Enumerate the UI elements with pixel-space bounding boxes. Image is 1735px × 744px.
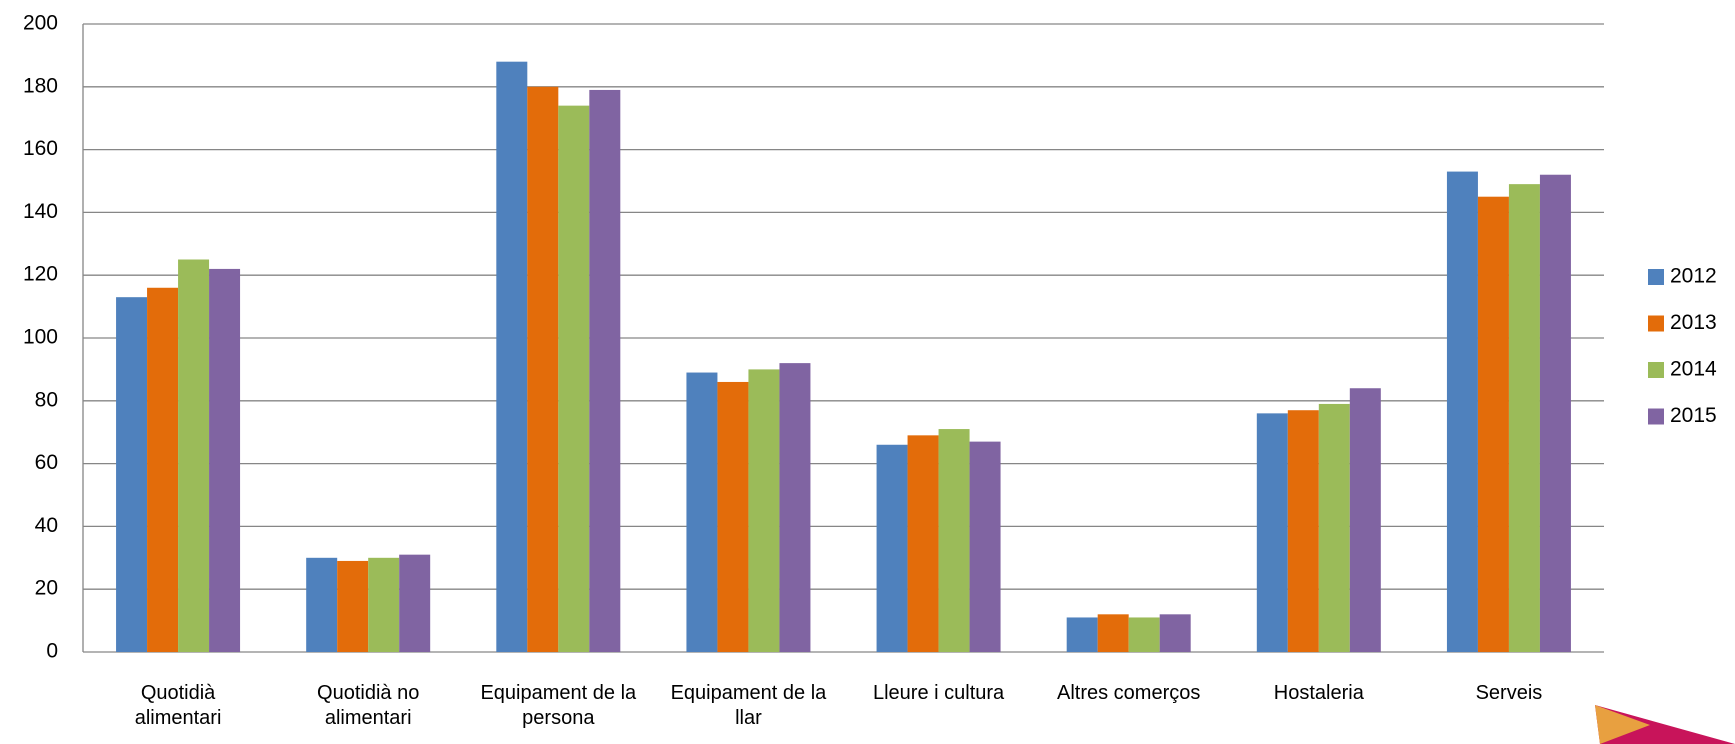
bar bbox=[969, 441, 1001, 652]
y-tick-label: 80 bbox=[35, 388, 58, 411]
bar bbox=[717, 381, 749, 652]
bar bbox=[779, 363, 811, 652]
y-tick-label: 120 bbox=[23, 263, 58, 286]
legend-label: 2012 bbox=[1670, 265, 1717, 288]
x-tick-label: Hostaleria bbox=[1273, 682, 1364, 704]
bar bbox=[876, 444, 908, 652]
bar bbox=[558, 105, 590, 652]
y-tick-label: 180 bbox=[23, 74, 58, 97]
bar bbox=[368, 557, 400, 652]
y-tick-label: 20 bbox=[35, 577, 58, 600]
y-tick-label: 140 bbox=[23, 200, 58, 223]
legend-label: 2015 bbox=[1670, 404, 1717, 427]
x-tick-label: Quotidià alimentari bbox=[134, 682, 222, 729]
decoration bbox=[1595, 705, 1650, 744]
bar bbox=[399, 554, 431, 652]
legend-swatch bbox=[1648, 362, 1664, 378]
bar bbox=[496, 61, 528, 653]
x-tick-label: Lleure i cultura bbox=[872, 682, 1005, 704]
bar bbox=[1066, 617, 1098, 652]
legend-label: 2013 bbox=[1670, 311, 1717, 334]
bar bbox=[686, 372, 718, 652]
bar bbox=[306, 557, 338, 652]
bar bbox=[1446, 171, 1478, 652]
legend-swatch bbox=[1648, 269, 1664, 285]
bar bbox=[147, 287, 179, 652]
bar bbox=[1508, 184, 1540, 652]
bar bbox=[178, 259, 210, 652]
bar bbox=[1097, 614, 1129, 652]
bar bbox=[748, 369, 780, 652]
bar bbox=[209, 268, 241, 652]
bar bbox=[1477, 196, 1509, 652]
x-tick-label: Serveis bbox=[1475, 682, 1543, 704]
y-tick-label: 0 bbox=[46, 640, 58, 663]
x-tick-label: Equipament de la llar bbox=[670, 682, 827, 729]
y-tick-label: 200 bbox=[23, 12, 58, 35]
bar bbox=[1349, 388, 1381, 652]
bar bbox=[1159, 614, 1191, 652]
y-tick-label: 40 bbox=[35, 514, 58, 537]
legend-label: 2014 bbox=[1670, 358, 1717, 381]
bar bbox=[1539, 174, 1571, 652]
y-tick-label: 160 bbox=[23, 137, 58, 160]
bar bbox=[527, 86, 559, 653]
bar bbox=[938, 429, 970, 652]
legend-swatch bbox=[1648, 315, 1664, 332]
y-tick-label: 60 bbox=[35, 451, 58, 474]
decoration bbox=[1595, 705, 1735, 744]
x-tick-label: Quotidià no alimentari bbox=[317, 682, 420, 729]
bar bbox=[116, 297, 148, 652]
bar bbox=[1287, 410, 1319, 652]
x-tick-label: Altres comerços bbox=[1057, 682, 1201, 704]
bar bbox=[1256, 413, 1288, 652]
bar bbox=[907, 435, 939, 652]
bar bbox=[337, 560, 369, 652]
y-tick-label: 100 bbox=[23, 326, 58, 349]
legend-swatch bbox=[1648, 408, 1664, 425]
bar bbox=[1318, 403, 1350, 652]
x-tick-label: Equipament de la persona bbox=[480, 682, 637, 729]
bar bbox=[589, 89, 621, 652]
bar bbox=[1128, 617, 1160, 652]
